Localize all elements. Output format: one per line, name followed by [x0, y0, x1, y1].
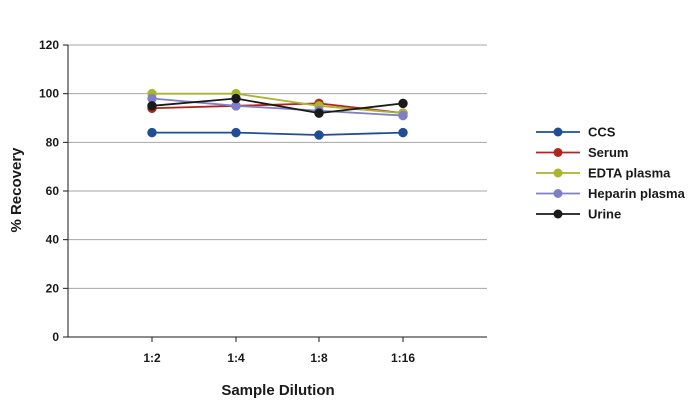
series-line [151, 97, 404, 115]
legend-label: EDTA plasma [588, 166, 671, 181]
data-point [147, 127, 157, 138]
data-point [314, 130, 324, 140]
data-point [398, 110, 408, 121]
legend-marker [553, 189, 563, 198]
x-tick-label: 1:8 [310, 351, 328, 365]
legend-label: Serum [588, 145, 628, 160]
y-tick-label: 40 [46, 233, 60, 247]
series-ccs [147, 127, 408, 140]
series [147, 88, 408, 140]
legend-item: EDTA plasma [536, 166, 671, 181]
y-tick-label: 60 [46, 184, 60, 198]
series-line [152, 92, 404, 115]
x-axis-title: Sample Dilution [221, 382, 334, 399]
x-tick-label: 1:16 [391, 351, 415, 365]
legend-marker [553, 209, 563, 219]
legend-item: Urine [536, 207, 621, 222]
gridlines [68, 44, 487, 289]
legend-item: Serum [536, 145, 628, 160]
y-tick-label: 20 [46, 281, 60, 295]
data-point [398, 98, 408, 109]
legend: CCS Serum EDTA plasma Heparin plasma Urine [536, 125, 686, 222]
data-point [231, 93, 241, 104]
y-tick-label: 80 [46, 135, 60, 149]
legend-label: Heparin plasma [588, 186, 686, 201]
data-point [314, 108, 324, 118]
y-tick-label: 0 [52, 330, 59, 344]
y-tick-labels: 0 20 40 60 80 100 120 [39, 38, 59, 344]
legend-label: Urine [588, 207, 621, 222]
x-tick-label: 1:4 [227, 351, 245, 365]
x-tick-label: 1:2 [143, 351, 161, 365]
legend-label: CCS [588, 125, 616, 140]
y-tick-label: 100 [39, 87, 59, 101]
y-axis-title: % Recovery [8, 147, 25, 233]
x-tick-labels: 1:2 1:4 1:8 1:16 [143, 351, 415, 365]
legend-marker [553, 127, 563, 137]
data-point [147, 101, 157, 111]
legend-item: CCS [536, 125, 616, 140]
legend-marker [553, 168, 563, 178]
legend-item: Heparin plasma [536, 186, 686, 201]
axes [63, 44, 487, 342]
series-urine [147, 93, 408, 118]
legend-marker [553, 148, 563, 157]
series-line [152, 131, 404, 136]
data-point [231, 127, 241, 138]
data-point [398, 127, 408, 138]
y-tick-label: 120 [39, 38, 59, 52]
